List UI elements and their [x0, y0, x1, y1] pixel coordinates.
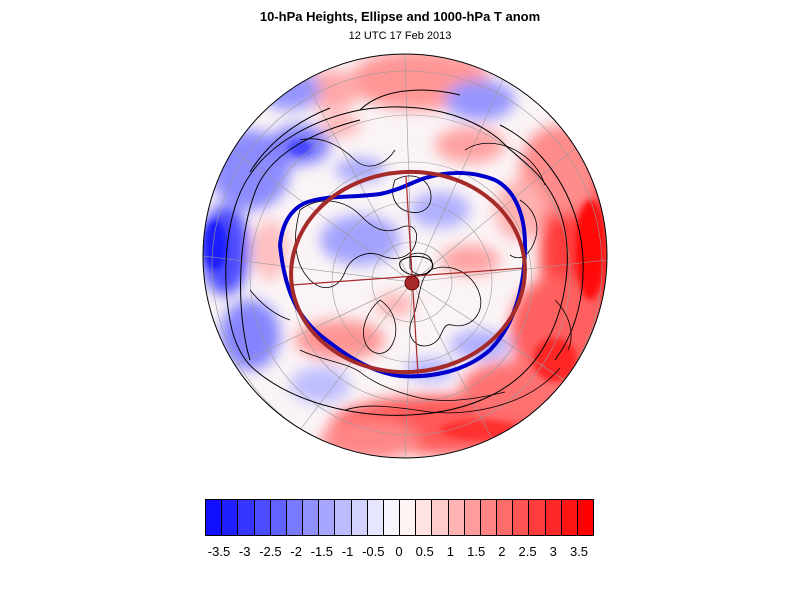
colorbar-swatch: [400, 500, 417, 535]
colorbar-swatch: [545, 500, 562, 535]
colorbar-swatch: [416, 500, 433, 535]
colorbar-swatch: [432, 500, 449, 535]
colorbar-tick-label: -1: [341, 544, 354, 559]
colorbar-swatch: [335, 500, 352, 535]
fitted-ellipse: [289, 169, 527, 375]
colorbar-tick-label: -2: [290, 544, 302, 559]
colorbar-swatch: [561, 500, 578, 535]
colorbar-swatch: [303, 500, 320, 535]
coastlines: [249, 138, 572, 414]
colorbar-tick-label: 1: [446, 544, 455, 559]
colorbar-swatch: [464, 500, 481, 535]
colorbar-swatch: [513, 500, 530, 535]
colorbar-tick-label: 3: [549, 544, 557, 559]
height-contours: [225, 89, 584, 416]
colorbar-swatch: [238, 500, 255, 535]
colorbar-tick-label: -2.5: [259, 544, 282, 559]
colorbar-swatch: [222, 500, 239, 535]
polar-vortex-contour: [277, 171, 528, 379]
colorbar-swatch: [383, 500, 401, 535]
colorbar-tick-label: -1.5: [310, 544, 334, 559]
colorbar-tick-label: 2.5: [518, 544, 537, 559]
colorbar-swatch: [480, 500, 498, 535]
colorbar-tick-label: -0.5: [362, 544, 385, 559]
globe-outline: [202, 53, 608, 459]
colorbar-swatch: [254, 500, 271, 535]
ellipse-center-marker: [404, 275, 420, 291]
colorbar-swatch: [206, 500, 223, 535]
chart-subtitle: 12 UTC 17 Feb 2013: [348, 30, 452, 42]
colorbar-swatch: [497, 500, 514, 535]
colorbar-swatch: [367, 500, 384, 535]
colorbar-tick-label: 3.5: [569, 544, 589, 559]
colorbar-tick-label: 2: [498, 544, 506, 559]
colorbar-tick-label: 1.5: [467, 544, 486, 559]
chart-title: 10-hPa Heights, Ellipse and 1000-hPa T a…: [259, 9, 541, 24]
colorbar: [205, 499, 594, 536]
colorbar-tick-label: -3.5: [207, 544, 231, 559]
colorbar-swatch: [351, 500, 368, 535]
colorbar-swatch: [448, 500, 465, 535]
colorbar-swatch: [319, 500, 336, 535]
globe: [203, 54, 607, 458]
colorbar-swatch: [286, 500, 304, 535]
colorbar-tick-label: -3: [238, 544, 251, 559]
colorbar-swatch: [577, 500, 594, 535]
colorbar-tick-label: 0: [395, 544, 403, 559]
colorbar-swatch: [270, 500, 287, 535]
colorbar-swatch: [529, 500, 546, 535]
colorbar-tick-label: 0.5: [415, 544, 434, 559]
